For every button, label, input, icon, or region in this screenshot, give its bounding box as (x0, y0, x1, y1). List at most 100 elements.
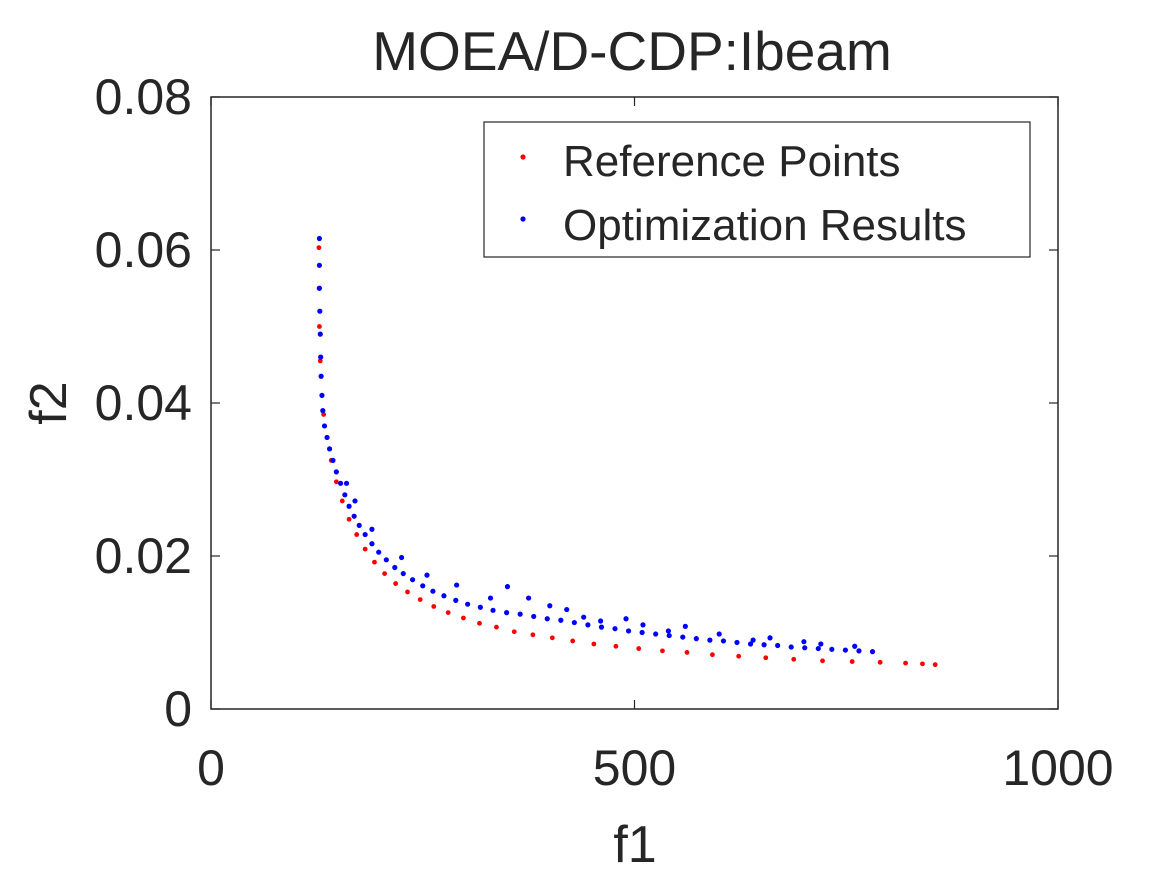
optimization-point (788, 644, 794, 650)
y-tick-label: 0.08 (95, 69, 192, 125)
optimization-point (829, 646, 835, 652)
optimization-point (526, 595, 532, 601)
optimization-point (869, 649, 876, 655)
legend-results-label: Optimization Results (563, 201, 966, 250)
optimization-point (454, 582, 460, 588)
optimization-point (342, 492, 348, 498)
optimization-results-series (316, 235, 876, 655)
optimization-point (517, 611, 523, 617)
reference-point (511, 629, 517, 635)
optimization-point (346, 503, 352, 509)
optimization-point (317, 331, 323, 337)
optimization-point (734, 639, 740, 646)
optimization-point (362, 531, 368, 538)
reference-point (877, 659, 883, 665)
optimization-point (547, 603, 553, 609)
optimization-point (318, 354, 324, 360)
optimization-point (383, 557, 389, 563)
optimization-point (333, 469, 339, 475)
optimization-point (747, 641, 754, 647)
chart-title: MOEA/D-CDP:Ibeam (372, 20, 892, 82)
reference-point (494, 624, 499, 630)
reference-point (736, 653, 742, 659)
reference-point (461, 615, 466, 621)
optimization-point (623, 616, 629, 622)
optimization-point (598, 624, 605, 630)
optimization-point (581, 614, 587, 620)
reference-point (477, 620, 482, 626)
optimization-point (441, 593, 447, 599)
optimization-point (400, 570, 406, 577)
reference-point (431, 604, 437, 609)
optimization-point (761, 642, 767, 648)
y-tick-label: 0.04 (95, 375, 192, 431)
optimization-point (351, 513, 357, 519)
reference-point (317, 324, 322, 329)
optimization-point (487, 595, 494, 601)
optimization-point (465, 601, 471, 607)
optimization-point (612, 626, 618, 632)
optimization-point (398, 554, 405, 561)
optimization-point (682, 623, 688, 629)
reference-point (530, 632, 536, 638)
optimization-point (504, 584, 511, 590)
optimization-point (343, 480, 350, 486)
reference-point (372, 559, 377, 565)
optimization-point (625, 628, 632, 634)
reference-point (339, 498, 345, 504)
optimization-point (316, 235, 323, 242)
optimization-point (320, 408, 326, 414)
reference-point (346, 516, 352, 522)
optimization-point (571, 619, 577, 626)
optimization-point (424, 572, 430, 578)
optimization-point (330, 457, 336, 463)
optimization-point (356, 522, 362, 529)
y-axis-label: f2 (20, 381, 78, 424)
x-tick-label: 500 (593, 740, 676, 796)
optimization-point (317, 308, 323, 314)
optimization-point (767, 635, 773, 641)
optimization-point (775, 642, 781, 649)
legend-box (483, 121, 1031, 258)
optimization-point (321, 423, 328, 429)
optimization-point (316, 285, 323, 291)
optimization-point (665, 628, 671, 634)
optimization-point (409, 577, 416, 583)
axis-ticks: 0 500 1000 0 0.02 0.04 0.06 0.08 (95, 69, 1114, 796)
reference-point (636, 646, 642, 651)
reference-point (684, 649, 690, 655)
optimization-point (666, 632, 672, 639)
optimization-point (598, 618, 604, 624)
legend-reference-label: Reference Points (563, 137, 901, 186)
optimization-point (544, 616, 550, 622)
reference-point (317, 358, 323, 364)
reference-point (354, 532, 360, 537)
optimization-point (801, 639, 807, 645)
optimization-point (326, 446, 333, 452)
optimization-point (640, 622, 646, 628)
reference-point (570, 638, 576, 644)
optimization-point (842, 647, 849, 653)
optimization-point (856, 648, 862, 654)
reference-point (903, 660, 908, 666)
optimization-point (585, 622, 591, 628)
optimization-point (477, 604, 483, 610)
reference-point (932, 662, 938, 668)
optimization-point (693, 636, 699, 642)
reference-point (763, 655, 769, 661)
optimization-point (324, 434, 330, 441)
optimization-point (319, 392, 325, 398)
x-axis-label: f1 (613, 816, 656, 874)
optimization-point (815, 645, 821, 652)
x-tick-label: 0 (197, 740, 225, 796)
optimization-point (430, 588, 436, 594)
optimization-point (680, 634, 686, 640)
reference-point (820, 658, 825, 664)
optimization-point (318, 373, 324, 379)
reference-point (791, 656, 797, 662)
reference-point (849, 659, 855, 664)
optimization-point (352, 498, 358, 504)
optimization-point (750, 637, 756, 643)
y-tick-label: 0 (164, 681, 192, 737)
